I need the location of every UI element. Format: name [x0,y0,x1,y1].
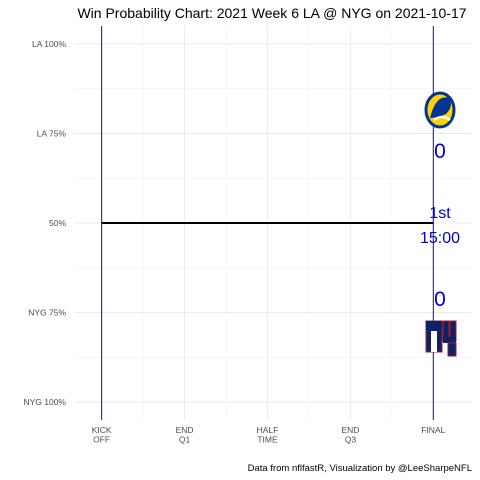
home-score: 0 [434,140,446,163]
y-tick-label: LA 75% [37,128,67,138]
y-tick-label: NYG 100% [23,397,66,407]
y-tick-label: NYG 75% [28,308,66,318]
y-tick-label: 50% [49,218,66,228]
ny-giants-logo [425,320,457,357]
x-tick-label: KICK OFF [92,425,112,445]
y-tick-label: LA 100% [32,39,66,49]
game-clock: 15:00 [420,230,460,247]
quarter-label: 1st [429,205,451,222]
chart-caption: Data from nflfastR, Visualization by @Le… [248,463,472,474]
chart-title: Win Probability Chart: 2021 Week 6 LA @ … [77,5,466,21]
x-tick-label: END Q3 [341,425,359,445]
x-axis-ticks: KICK OFF END Q1 HALF TIME END Q3 FINAL [92,425,446,445]
y-axis-ticks: LA 100% LA 75% 50% NYG 75% NYG 100% [23,39,66,407]
x-tick-label: END Q1 [176,425,194,445]
away-score: 0 [434,288,446,311]
la-rams-logo [424,91,456,129]
x-tick-label: FINAL [421,425,445,435]
x-tick-label: HALF TIME [257,425,279,445]
